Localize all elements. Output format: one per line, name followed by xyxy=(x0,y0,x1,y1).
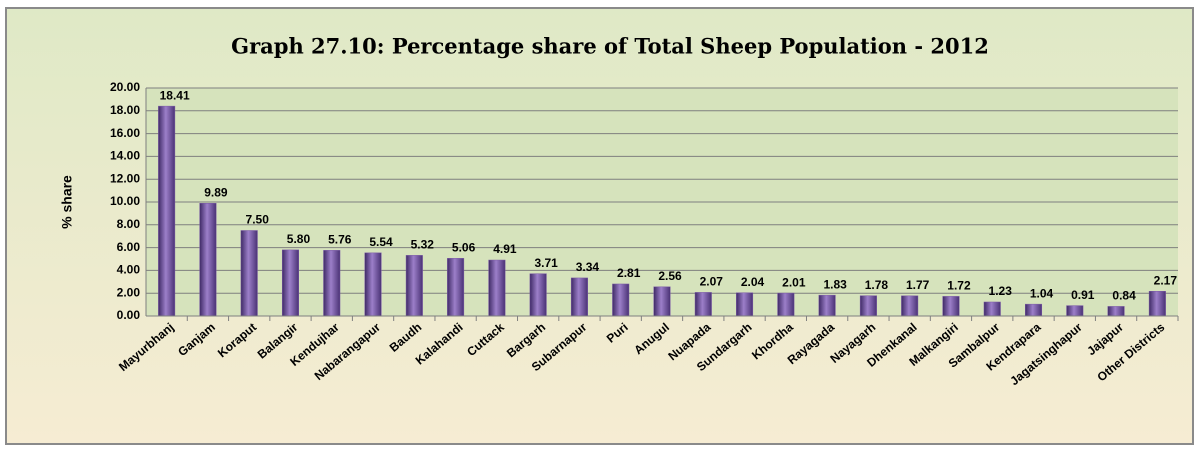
data-label: 1.23 xyxy=(989,284,1013,298)
data-label: 5.54 xyxy=(369,235,393,249)
chart-title: Graph 27.10: Percentage share of Total S… xyxy=(231,34,989,59)
data-label: 2.81 xyxy=(617,266,641,280)
data-label: 4.91 xyxy=(493,242,517,256)
y-tick-label: 18.00 xyxy=(110,103,140,117)
bar xyxy=(612,283,630,317)
y-tick-label: 4.00 xyxy=(117,263,141,277)
data-label: 5.76 xyxy=(328,233,352,247)
bar xyxy=(529,273,547,317)
data-label: 1.04 xyxy=(1030,286,1054,300)
data-label: 5.32 xyxy=(411,238,435,252)
y-tick-label: 2.00 xyxy=(117,285,141,299)
bar xyxy=(364,252,382,317)
data-label: 5.80 xyxy=(287,232,311,246)
bar xyxy=(447,258,465,317)
data-label: 9.89 xyxy=(204,185,228,199)
data-label: 5.06 xyxy=(452,240,476,254)
bar xyxy=(158,105,176,317)
bar xyxy=(240,230,258,317)
data-label: 2.01 xyxy=(782,275,806,289)
data-label: 2.56 xyxy=(658,269,682,283)
bar xyxy=(488,259,506,317)
bar xyxy=(1025,303,1043,317)
bar xyxy=(199,203,217,317)
bar xyxy=(1148,291,1166,317)
bar xyxy=(1066,305,1084,317)
data-label: 0.84 xyxy=(1112,289,1136,303)
data-label: 18.41 xyxy=(160,88,190,102)
bar xyxy=(570,277,588,317)
data-label: 2.04 xyxy=(741,275,765,289)
data-label: 1.72 xyxy=(947,279,971,293)
data-label: 7.50 xyxy=(246,213,270,227)
y-tick-label: 14.00 xyxy=(110,149,140,163)
bar xyxy=(942,296,960,317)
bar xyxy=(653,286,671,317)
bar xyxy=(859,295,877,317)
y-tick-label: 12.00 xyxy=(110,171,140,185)
data-label: 2.17 xyxy=(1154,273,1178,287)
bar xyxy=(736,292,754,317)
bar xyxy=(405,255,423,317)
bar xyxy=(901,295,919,317)
data-label: 3.34 xyxy=(576,260,600,274)
data-label: 1.77 xyxy=(906,278,930,292)
bar xyxy=(777,292,795,317)
y-tick-label: 16.00 xyxy=(110,126,140,140)
bar xyxy=(983,301,1001,317)
data-label: 1.78 xyxy=(865,278,889,292)
bar xyxy=(323,250,341,317)
data-label: 0.91 xyxy=(1071,288,1095,302)
data-label: 1.83 xyxy=(823,277,847,291)
y-tick-label: 8.00 xyxy=(117,217,141,231)
bar xyxy=(281,249,299,317)
data-label: 2.07 xyxy=(700,275,724,289)
bar xyxy=(1107,306,1125,317)
y-tick-label: 20.00 xyxy=(110,80,140,94)
y-tick-label: 0.00 xyxy=(117,308,141,322)
y-axis-label: % share xyxy=(59,175,75,229)
data-label: 3.71 xyxy=(534,256,558,270)
bar xyxy=(694,292,712,317)
y-tick-label: 10.00 xyxy=(110,194,140,208)
bar xyxy=(818,294,836,317)
y-tick-label: 6.00 xyxy=(117,240,141,254)
